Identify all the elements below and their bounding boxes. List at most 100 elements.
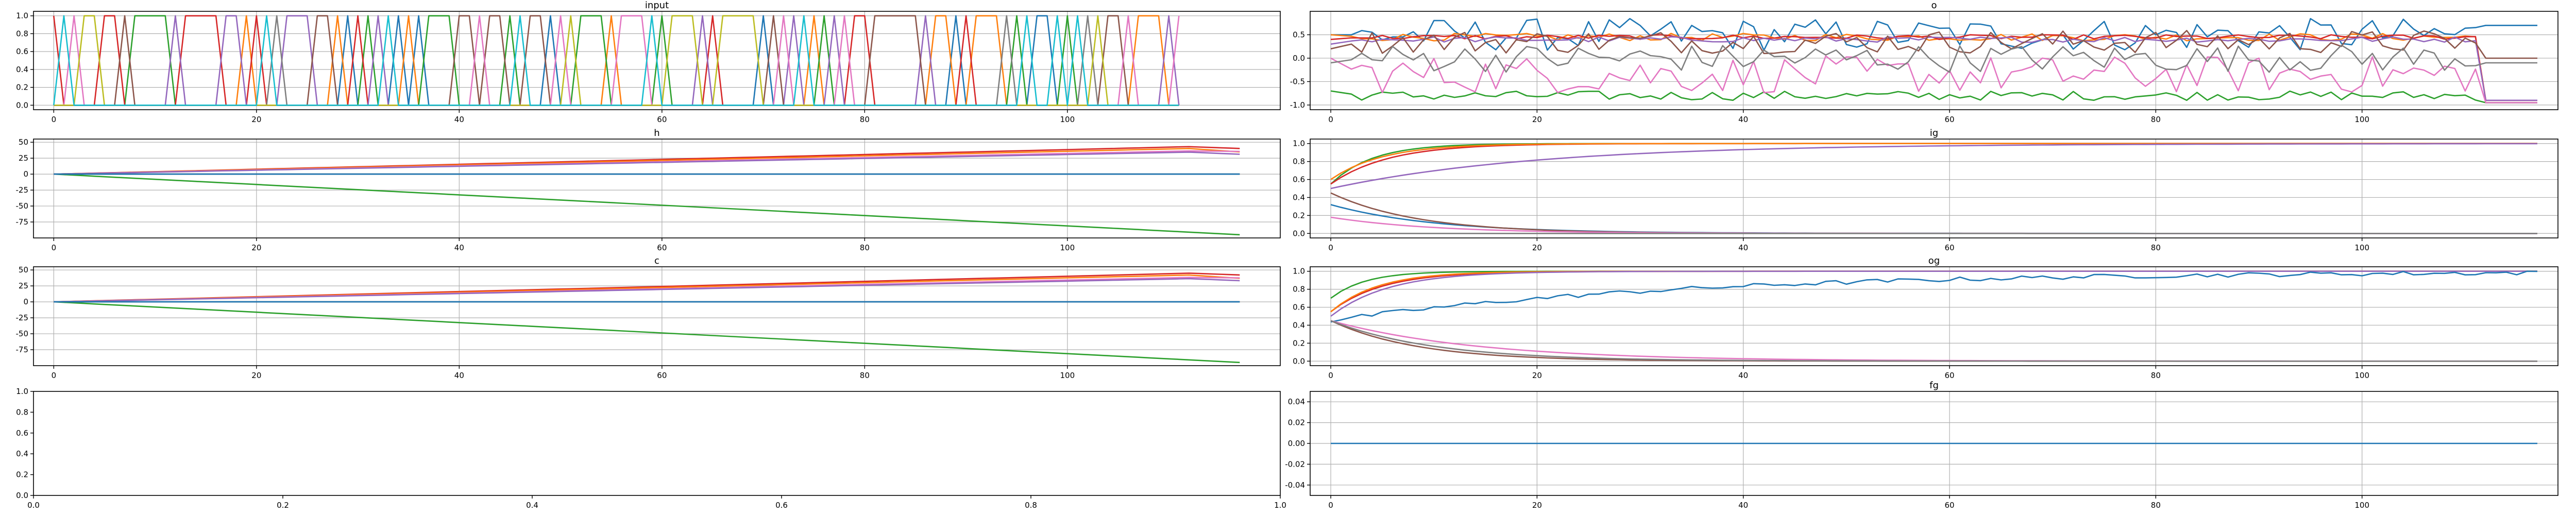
series-group [54,272,1240,364]
y-tick-label: 0.4 [1293,193,1305,202]
y-tick-label: 0.0 [16,491,28,500]
y-tick-label: 1.0 [16,387,28,396]
panel-fg: 0 20 40 60 80 100 -0.04 -0.02 0.00 0.02 0.04 fg [1285,380,2558,510]
x-tick-label: 80 [2151,243,2161,252]
series-group [53,15,1180,106]
x-tick-label: 60 [1944,371,1954,380]
axes-frame [33,391,1281,496]
series-line-o-7 [1330,44,2537,73]
x-tick-label: 40 [1738,371,1748,380]
x-tick-label: 100 [1060,371,1075,380]
x-tick-label: 100 [2354,501,2369,510]
series-line-c-4 [54,278,1240,303]
series-line-og-2 [1330,270,2537,313]
panel-c: 0 20 40 60 80 100 -75 -50 -25 0 25 50 c [16,255,1281,380]
y-tick-label: 0.0 [16,100,28,110]
y-tick-label: 0.2 [16,83,28,92]
x-tick-label: 0 [1328,115,1333,124]
series-line-input-9 [53,15,1179,106]
x-tick-label: 0 [52,115,57,124]
x-tick-label: 80 [860,243,870,252]
axes-frame [1310,11,2558,110]
y-tick-label: 0.2 [16,470,28,479]
panel-title: c [654,255,659,266]
x-tick-label: 20 [1532,371,1542,380]
y-tick-label: -0.02 [1285,459,1305,469]
x-tick-label: 0 [1328,243,1333,252]
y-tick-label: 0.4 [16,65,28,74]
series-line-ig-5 [1330,192,2537,234]
y-tick-label: 0.6 [16,47,28,56]
series-group [1330,270,2538,362]
series-group [54,146,1240,236]
x-tick-label: 40 [1738,501,1748,510]
x-tick-label: 100 [2354,371,2369,380]
panel-title: h [654,128,659,139]
x-tick-label: 80 [2151,371,2161,380]
y-tick-label: -50 [16,201,29,211]
x-tick-label: 40 [1738,243,1748,252]
y-tick-label: 0.00 [1288,439,1305,448]
x-tick-label: 0.0 [27,501,40,510]
x-tick-label: 40 [454,243,464,252]
x-tick-label: 20 [1532,243,1542,252]
x-tick-label: 0.2 [277,501,289,510]
x-tick-label: 0 [52,371,57,380]
x-tick-label: 40 [454,115,464,124]
panel-title: o [1931,0,1937,11]
x-tick-label: 0.6 [775,501,788,510]
panel-og: 0 20 40 60 80 100 0.0 0.2 0.4 0.6 0.8 1.0 og [1293,255,2558,380]
x-tick-label: 60 [1944,243,1954,252]
series-line-o-0 [1331,18,2537,51]
x-tick-label: 0 [1328,501,1333,510]
y-tick-label: 0.6 [1293,175,1305,184]
series-line-og-3 [1330,270,2537,317]
y-tick-label: 0.8 [16,29,28,38]
panel-ig: 0 20 40 60 80 100 0.0 0.2 0.4 0.6 0.8 1.0 ig [1293,128,2558,252]
x-tick-label: 40 [454,371,464,380]
y-tick-label: 0.6 [1293,303,1305,312]
series-line-o-4 [1330,36,2537,101]
y-tick-label: 0.2 [1293,211,1305,220]
y-tick-label: 50 [19,265,28,274]
y-tick-label: 0.8 [16,407,28,417]
y-tick-label: -25 [16,313,29,322]
x-tick-label: 100 [1060,243,1075,252]
panel-h: 0 20 40 60 80 100 -75 -50 -25 0 25 50 h [16,128,1281,252]
x-tick-label: 80 [2151,115,2161,124]
series-line-ig-0 [1330,143,2537,185]
x-tick-label: 0.8 [1025,501,1037,510]
y-tick-label: 1.0 [16,11,28,21]
series-line-ig-3 [1330,143,2537,190]
y-tick-label: 0.4 [1293,320,1305,330]
y-tick-label: -75 [16,217,29,227]
series-line-og-4 [1330,270,2538,323]
y-tick-label: -0.04 [1285,480,1305,490]
y-tick-label: -1.0 [1290,100,1305,110]
x-tick-label: 60 [1944,501,1954,510]
x-tick-label: 20 [251,371,261,380]
axes-frame [33,266,1281,366]
y-tick-label: 0.2 [1293,338,1305,348]
x-tick-label: 80 [2151,501,2161,510]
y-tick-label: 25 [19,281,28,290]
y-tick-label: 0.4 [16,449,28,458]
x-tick-label: 20 [1532,501,1542,510]
x-tick-label: 100 [2354,115,2369,124]
panel-title: input [645,0,669,11]
panel-input: 0 20 40 60 80 100 0.0 0.2 0.4 0.6 0.8 1.0 input [16,0,1281,124]
y-tick-label: 1.0 [1293,139,1305,148]
axes-frame [1310,266,2558,366]
x-tick-label: 0 [1328,371,1333,380]
y-tick-label: 0.6 [16,428,28,438]
x-tick-label: 20 [251,115,261,124]
series-line-h-4 [54,151,1240,175]
x-tick-label: 0.4 [526,501,538,510]
y-tick-label: 25 [19,153,28,163]
x-tick-label: 100 [1060,115,1075,124]
y-tick-label: -25 [16,185,29,195]
series-line-o-5 [1330,30,2537,59]
series-group [1330,143,2537,234]
y-tick-label: 0 [23,297,28,306]
axes-frame [1310,139,2558,238]
